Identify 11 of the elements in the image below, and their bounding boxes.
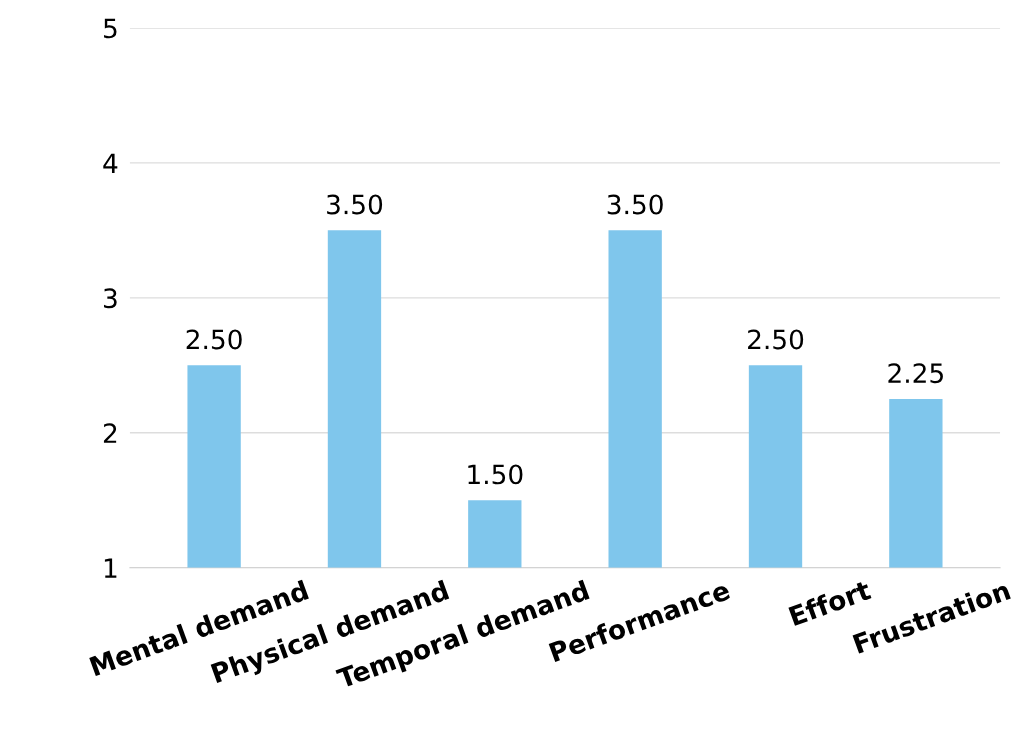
y-tick-label: 5 bbox=[104, 18, 117, 39]
y-tick-label: 1 bbox=[104, 558, 117, 578]
data-label: 1.50 bbox=[468, 464, 523, 485]
data-label: 3.50 bbox=[607, 194, 663, 215]
data-label: 2.50 bbox=[186, 329, 242, 350]
y-tick-label: 4 bbox=[103, 153, 118, 173]
data-label: 2.25 bbox=[888, 363, 943, 384]
y-tick-label: 3 bbox=[104, 288, 117, 309]
data-label: 2.50 bbox=[748, 329, 804, 350]
data-label: 3.50 bbox=[327, 194, 383, 215]
y-tick-label: 2 bbox=[103, 423, 117, 443]
